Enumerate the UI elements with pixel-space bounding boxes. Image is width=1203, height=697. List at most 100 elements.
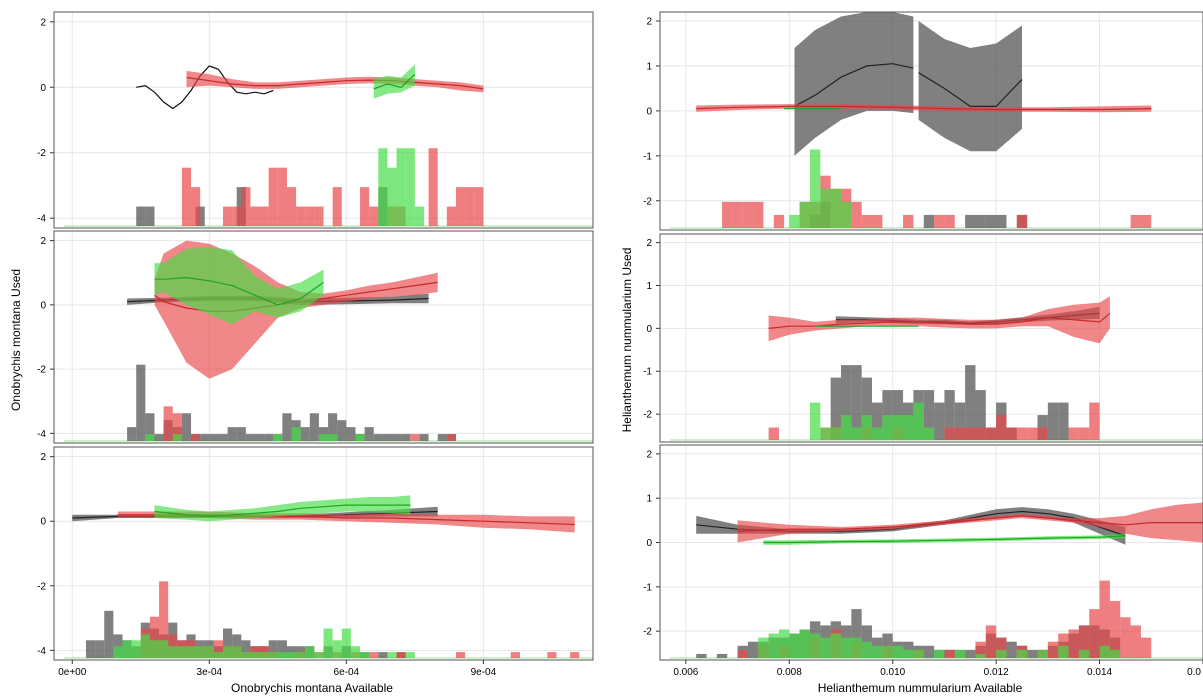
x-tick-label: 3e-04 bbox=[197, 667, 223, 678]
histogram-bar-green bbox=[378, 148, 388, 226]
histogram-bar-green bbox=[768, 633, 779, 658]
histogram-bar-green bbox=[851, 637, 862, 658]
histogram-bar-red bbox=[181, 167, 192, 226]
histogram-bar-green bbox=[355, 434, 365, 441]
inset-histogram bbox=[670, 149, 1203, 229]
histogram-bar-green bbox=[323, 628, 333, 658]
histogram-bar-gray bbox=[85, 640, 96, 658]
histogram-bar-gray bbox=[1027, 649, 1038, 658]
histogram-bar-gray bbox=[882, 390, 893, 440]
histogram-bar-green bbox=[758, 637, 769, 658]
histogram-bar-gray bbox=[965, 649, 976, 658]
histogram-bar-red bbox=[975, 427, 986, 440]
histogram-bar-gray bbox=[923, 645, 935, 658]
smooth-curve-green bbox=[154, 504, 411, 518]
panel-1: 2 1 0 -1 -2 bbox=[643, 11, 1203, 231]
confidence-band-gray bbox=[918, 21, 1022, 152]
inset-histogram bbox=[64, 148, 593, 227]
histogram-bar-red bbox=[965, 427, 976, 440]
histogram-bar-red bbox=[944, 427, 955, 440]
histogram-bar-green bbox=[809, 633, 821, 658]
histogram-bar-green bbox=[975, 653, 986, 658]
histogram-bar-gray bbox=[282, 413, 292, 441]
histogram-bar-gray bbox=[136, 364, 146, 441]
histogram-bar-red bbox=[1078, 625, 1090, 658]
histogram-bar-green bbox=[809, 402, 821, 440]
histogram-bar-green bbox=[113, 646, 123, 658]
histogram-bar-red bbox=[474, 187, 484, 226]
y-tick-label: -4 bbox=[37, 429, 46, 440]
histogram-bar-red bbox=[277, 167, 287, 226]
histogram-bar-gray bbox=[264, 434, 274, 441]
histogram-bar-green bbox=[140, 634, 150, 658]
histogram-bar-green bbox=[934, 649, 945, 658]
histogram-bar-gray bbox=[1047, 402, 1059, 440]
histogram-bar-red bbox=[296, 206, 306, 226]
confidence-band-red bbox=[737, 502, 1203, 543]
histogram-bar-gray bbox=[136, 206, 146, 226]
histogram-bar-gray bbox=[337, 420, 347, 441]
histogram-bar-green bbox=[131, 640, 141, 658]
y-tick-label: 2 bbox=[40, 17, 46, 28]
histogram-bar-green bbox=[286, 652, 297, 658]
histogram-bar-red bbox=[191, 187, 201, 226]
histogram-bar-red bbox=[149, 616, 160, 658]
histogram-bar-green bbox=[405, 652, 415, 658]
confidence-band-red bbox=[768, 296, 1110, 344]
histogram-bar-green bbox=[1099, 645, 1110, 658]
histogram-bar-green bbox=[892, 645, 904, 658]
histogram-bar-red bbox=[1140, 637, 1152, 658]
histogram-bar-red bbox=[861, 214, 873, 228]
panel-border bbox=[659, 11, 1203, 231]
histogram-bar-red bbox=[446, 206, 456, 226]
histogram-bar-green bbox=[277, 652, 287, 658]
inset-histogram bbox=[670, 365, 1203, 441]
histogram-bar-gray bbox=[1006, 641, 1017, 658]
inset-histogram bbox=[64, 364, 593, 442]
histogram-bar-green bbox=[903, 415, 914, 440]
histogram-bar-green bbox=[314, 652, 324, 658]
histogram-bar-red bbox=[510, 652, 520, 658]
histogram-bar-red bbox=[360, 187, 370, 226]
histogram-bar-gray bbox=[154, 434, 164, 441]
histogram-bar-red bbox=[396, 652, 406, 658]
histogram-bar-green bbox=[1016, 649, 1028, 658]
histogram-bar-red bbox=[1047, 641, 1059, 658]
histogram-bar-red bbox=[223, 206, 233, 226]
panel-3: 2 0 -2 -4 bbox=[37, 446, 594, 661]
histogram-bar-green bbox=[1109, 649, 1121, 658]
histogram-bar-red bbox=[944, 649, 955, 658]
y-tick-label: 2 bbox=[646, 238, 652, 249]
inset-histogram bbox=[64, 581, 593, 659]
panel-2: 2 0 -2 -4 bbox=[37, 230, 594, 444]
y-tick-label: -4 bbox=[37, 646, 46, 657]
histogram-bar-red bbox=[1089, 609, 1100, 658]
histogram-bar-green bbox=[186, 646, 196, 658]
y-tick-label: -1 bbox=[643, 582, 652, 593]
smooth-curve-red bbox=[768, 312, 1111, 329]
histogram-bar-red bbox=[742, 201, 754, 228]
x-tick-label: 0e+00 bbox=[58, 667, 87, 678]
smooth-curve-green bbox=[373, 73, 416, 90]
panel-2: 2 1 0 -1 -2 bbox=[643, 233, 1203, 443]
histogram-bar-gray bbox=[696, 653, 707, 658]
histogram-bar-gray bbox=[419, 434, 429, 441]
y-tick-label: 1 bbox=[646, 281, 652, 292]
y-tick-label: -2 bbox=[643, 627, 652, 638]
y-tick-label: 1 bbox=[646, 494, 652, 505]
histogram-bar-gray bbox=[923, 214, 935, 228]
histogram-bar-gray bbox=[996, 214, 1007, 228]
histogram-bar-green bbox=[213, 652, 224, 658]
histogram-bar-gray bbox=[382, 434, 393, 441]
histogram-bar-green bbox=[1058, 645, 1069, 658]
histogram-bar-green bbox=[195, 646, 205, 658]
histogram-bar-red bbox=[314, 206, 324, 226]
histogram-bar-green bbox=[273, 434, 283, 441]
histogram-bar-green bbox=[350, 646, 361, 658]
histogram-bar-red bbox=[1016, 214, 1028, 228]
histogram-bar-green bbox=[892, 415, 904, 440]
histogram-bar-green bbox=[799, 629, 810, 658]
panel-border bbox=[53, 446, 594, 661]
y-tick-label: 2 bbox=[40, 452, 46, 463]
histogram-bar-gray bbox=[364, 427, 374, 441]
